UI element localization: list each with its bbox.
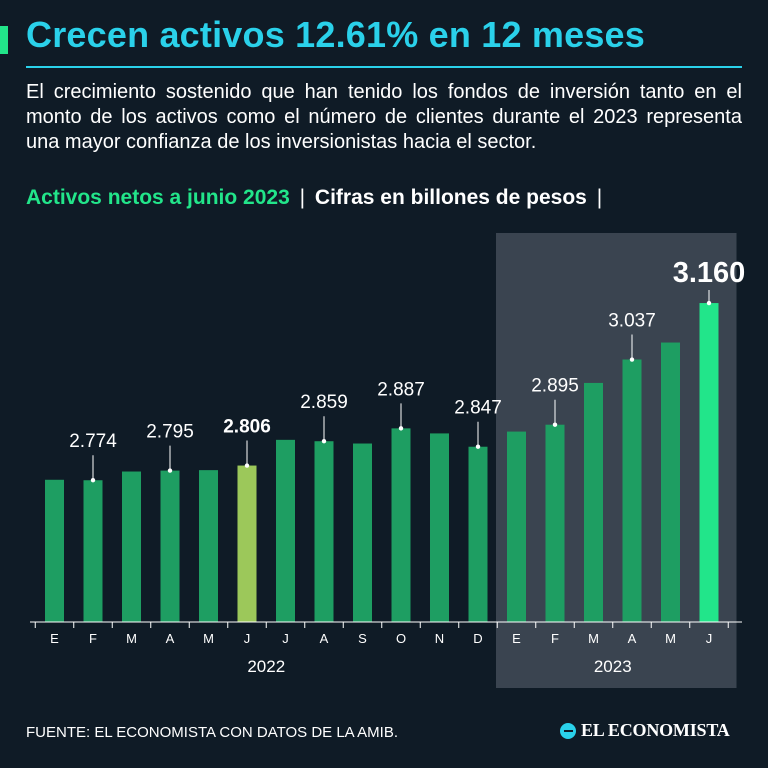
chart-subtitle: Activos netos a junio 2023 | Cifras en b… — [26, 186, 606, 210]
subtitle-separator: | — [299, 186, 306, 209]
leader-dot-3 — [167, 468, 173, 473]
source-note: FUENTE: EL ECONOMISTA CON DATOS DE LA AM… — [26, 724, 399, 741]
bar-15 — [622, 359, 642, 622]
month-label-2: M — [126, 631, 137, 646]
month-label-11: D — [473, 631, 482, 646]
leader-dot-17 — [706, 300, 712, 306]
chart-subtitle-main: Activos netos a junio 2023 — [26, 186, 290, 209]
bar-2 — [122, 471, 141, 622]
month-label-4: M — [203, 631, 214, 646]
month-label-16: M — [665, 631, 676, 646]
leader-dot-15 — [629, 357, 635, 362]
leader-dot-11 — [475, 444, 481, 449]
bar-7 — [314, 441, 334, 622]
month-label-12: E — [512, 631, 521, 646]
value-label-9: 2.887 — [377, 379, 425, 400]
leader-dot-5 — [244, 463, 250, 468]
chart-units-label: Cifras en billones de pesos — [314, 186, 587, 209]
month-label-14: M — [588, 631, 599, 646]
month-label-7: A — [320, 631, 329, 646]
bar-3 — [160, 470, 180, 622]
bar-10 — [430, 433, 449, 622]
month-label-17: J — [706, 631, 713, 646]
brand-logo: EL ECONOMISTA — [560, 720, 730, 741]
bar-12 — [507, 431, 526, 622]
bar-0 — [45, 479, 64, 622]
leader-dot-9 — [398, 426, 404, 431]
month-label-1: F — [89, 631, 97, 646]
value-label-11: 2.847 — [454, 398, 502, 419]
title-marker — [0, 26, 8, 54]
value-label-1: 2.774 — [69, 431, 117, 452]
bar-13 — [545, 424, 565, 622]
month-label-3: A — [166, 631, 175, 646]
year-label-2022: 2022 — [247, 657, 285, 676]
intro-text: El crecimiento sostenido que han tenido … — [26, 81, 742, 153]
month-label-0: E — [50, 631, 59, 646]
month-label-10: N — [435, 631, 444, 646]
page-title: Crecen activos 12.61% en 12 meses — [26, 14, 645, 55]
value-label-15: 3.037 — [608, 311, 656, 332]
bar-4 — [199, 470, 218, 622]
bar-1 — [83, 480, 103, 622]
leader-dot-7 — [321, 439, 327, 444]
month-label-8: S — [358, 631, 367, 646]
year-2023-panel — [496, 233, 737, 688]
bar-8 — [353, 443, 372, 622]
brand-icon — [560, 722, 576, 739]
value-label-17: 3.160 — [673, 257, 746, 289]
bar-9 — [391, 428, 411, 622]
leader-dot-13 — [552, 422, 558, 427]
month-label-5: J — [244, 631, 251, 646]
bar-5 — [237, 465, 257, 622]
value-label-5: 2.806 — [223, 417, 271, 438]
month-label-15: A — [628, 631, 637, 646]
value-label-13: 2.895 — [531, 376, 579, 397]
month-label-9: O — [396, 631, 406, 646]
bar-11 — [468, 446, 488, 622]
bar-16 — [661, 342, 680, 622]
month-label-13: F — [551, 631, 559, 646]
year-label-2023: 2023 — [594, 657, 632, 676]
bar-6 — [276, 439, 295, 622]
value-label-7: 2.859 — [300, 392, 348, 413]
value-label-3: 2.795 — [146, 422, 194, 443]
brand-name: EL ECONOMISTA — [581, 720, 730, 740]
leader-dot-1 — [90, 478, 96, 483]
bar-14 — [584, 382, 603, 622]
subtitle-separator-end: | — [596, 186, 603, 209]
bar-17 — [699, 303, 719, 622]
month-label-6: J — [282, 631, 289, 646]
title-divider — [26, 66, 742, 68]
